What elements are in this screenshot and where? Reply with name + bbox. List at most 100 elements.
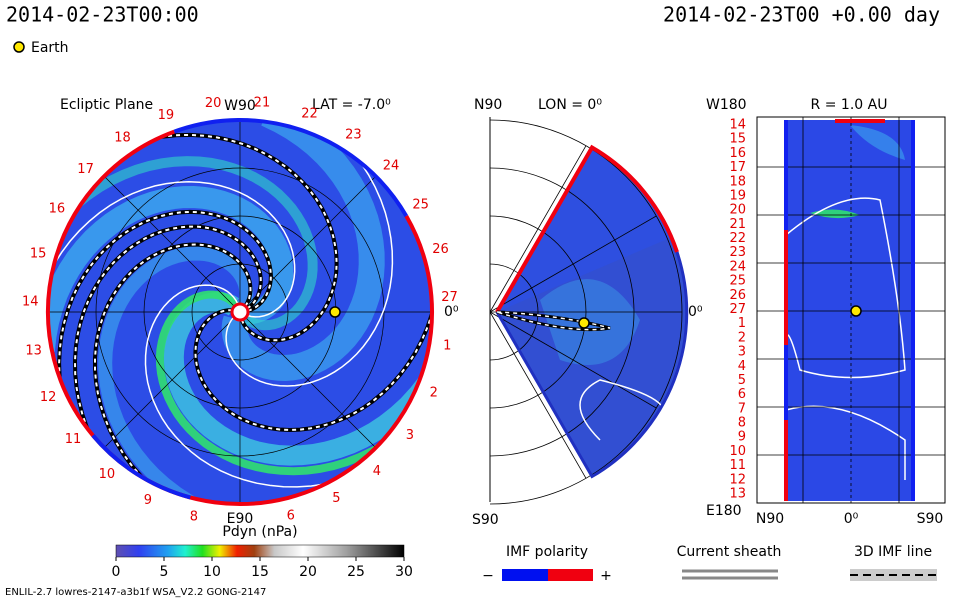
meridional-shade — [497, 237, 688, 477]
imf-line-dash — [132, 133, 338, 342]
density-band — [155, 290, 400, 476]
imf-line-dash — [58, 210, 272, 408]
day-label: 26 — [432, 242, 449, 257]
density-band — [810, 209, 860, 219]
row-label: 11 — [729, 458, 746, 473]
radial-map — [785, 120, 913, 501]
colorbar-label: Pdyn (nPa) — [222, 524, 297, 540]
contour-line — [48, 180, 296, 318]
day-label: 20 — [205, 96, 222, 111]
contour-line — [785, 197, 906, 379]
imf-line-title: 3D IMF line — [854, 544, 932, 560]
density-band — [48, 185, 294, 352]
footer: ENLIL-2.7 lowres-2147-a3b1f WSA_V2.2 GON… — [5, 587, 266, 598]
day-label: 1 — [443, 339, 451, 354]
row-label: 18 — [729, 174, 746, 189]
day-label: 16 — [49, 202, 66, 217]
rim-negative — [91, 118, 409, 500]
radial-panel: 1415161718192021222324252627123456789101… — [729, 116, 946, 527]
row-label: 2 — [738, 330, 746, 345]
earth-legend-marker — [13, 41, 25, 53]
day-label: 14 — [22, 295, 39, 310]
day-label: 8 — [190, 509, 198, 524]
row-label: 12 — [729, 472, 746, 487]
meridional-panel — [489, 117, 689, 505]
row-label: 20 — [729, 203, 746, 218]
day-label: 11 — [65, 432, 82, 447]
ecliptic-field — [48, 120, 432, 504]
colorbar-tick-label: 10 — [203, 564, 221, 580]
contour-line — [579, 379, 665, 441]
time-title: 2014-02-23T00:00 — [6, 3, 199, 27]
s90-label: S90 — [472, 512, 499, 528]
earth — [578, 317, 590, 329]
density-band — [221, 120, 385, 382]
ecliptic-0-label: 0⁰ — [444, 304, 459, 320]
row-label: 5 — [738, 373, 746, 388]
n90-label: N90 — [474, 97, 502, 113]
row-label: 4 — [738, 359, 746, 374]
row-label: 26 — [729, 288, 746, 303]
rim-negative — [495, 251, 689, 479]
earth-legend-label: Earth — [31, 40, 69, 56]
row-label: 8 — [738, 416, 746, 431]
day-label: 21 — [254, 96, 271, 111]
row-label: 23 — [729, 245, 746, 260]
meridional-0-label: 0⁰ — [688, 304, 703, 320]
colorbar-tick-label: 25 — [347, 564, 365, 580]
row-label: 16 — [729, 146, 746, 161]
day-label: 3 — [406, 428, 414, 443]
contour-line — [225, 139, 394, 387]
density-band — [61, 156, 318, 331]
w90-label: W90 — [224, 98, 256, 114]
lat-label: LAT = -7.0⁰ — [312, 97, 391, 113]
imf-polarity-title: IMF polarity — [506, 544, 588, 560]
row-label: 10 — [729, 444, 746, 459]
row-label: 27 — [729, 302, 746, 317]
density-band — [163, 292, 432, 466]
imf-line-dash — [94, 243, 252, 498]
imf-positive-swatch — [548, 569, 593, 581]
row-label: 7 — [738, 401, 746, 416]
sun — [230, 302, 250, 322]
lon-label: LON = 0⁰ — [538, 97, 602, 113]
row-label: 13 — [729, 487, 746, 502]
earth — [850, 305, 862, 317]
density-band — [98, 246, 254, 504]
grid-radial — [489, 215, 657, 313]
row-label: 14 — [729, 118, 746, 133]
row-label: 1 — [738, 316, 746, 331]
colorbar — [115, 544, 405, 558]
grid-radial — [489, 145, 587, 313]
day-label: 13 — [25, 343, 42, 358]
day-label: 15 — [30, 247, 47, 262]
row-label: 25 — [729, 274, 746, 289]
w180-label: W180 — [706, 97, 747, 113]
day-label: 6 — [287, 508, 295, 523]
elapsed-title: 2014-02-23T00 +0.00 day — [663, 3, 940, 27]
row-label: 17 — [729, 160, 746, 175]
current-sheath-title: Current sheath — [677, 544, 782, 560]
grid-radial — [489, 311, 587, 479]
day-label: 12 — [40, 390, 57, 405]
row-label: 3 — [738, 345, 746, 360]
day-label: 27 — [441, 290, 458, 305]
day-label: 19 — [158, 108, 175, 123]
radial-title: R = 1.0 AU — [811, 97, 888, 113]
day-label: 5 — [332, 491, 340, 506]
grid-radial — [489, 311, 657, 409]
colorbar-tick-label: 30 — [395, 564, 413, 580]
day-label: 24 — [383, 159, 400, 174]
earth — [329, 306, 341, 318]
row-label: 6 — [738, 387, 746, 402]
row-label: 22 — [729, 231, 746, 246]
x-label: N90 — [756, 511, 784, 527]
density-band — [850, 125, 905, 160]
contour-line — [144, 284, 355, 488]
imf-line-dash — [194, 284, 432, 432]
row-label: 19 — [729, 188, 746, 203]
colorbar-tick-label: 0 — [112, 564, 121, 580]
imf-minus: − — [482, 568, 494, 584]
e180-label: E180 — [706, 503, 742, 519]
day-label: 23 — [345, 128, 362, 143]
